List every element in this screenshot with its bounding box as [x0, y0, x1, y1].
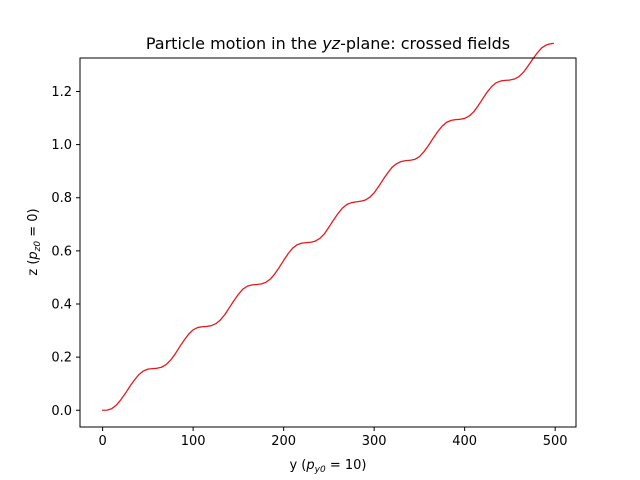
- chart-title-prefix: Particle motion in the: [146, 34, 322, 53]
- x-axis-label-suffix: = 10): [326, 458, 367, 473]
- y-tick-label: 0.4: [51, 298, 72, 313]
- x-axis-label: y (py0 = 10): [289, 458, 366, 475]
- y-axis-label-var: p: [26, 251, 41, 260]
- y-axis-label-suffix: = 0): [26, 208, 41, 241]
- x-axis-ticks: 0 100 200 300 400 500: [98, 427, 568, 449]
- y-tick-label: 0.8: [51, 191, 72, 206]
- x-axis-label-sub: y0: [314, 465, 326, 475]
- chart-title-suffix: -plane: crossed fields: [340, 34, 510, 53]
- y-tick-label: 0.6: [51, 244, 72, 259]
- y-axis-ticks: 0.0 0.2 0.4 0.6 0.8 1.0 1.2: [51, 85, 80, 419]
- x-tick-label: 200: [271, 434, 296, 449]
- x-axis-label-prefix: y (: [289, 458, 306, 473]
- y-tick-label: 1.0: [51, 138, 72, 153]
- chart-title: Particle motion in the yz-plane: crossed…: [146, 34, 510, 53]
- chart-title-italic: yz: [321, 34, 340, 53]
- x-tick-label: 400: [452, 434, 477, 449]
- plot-area-background: [80, 58, 576, 427]
- x-axis-label-var: p: [305, 458, 314, 473]
- y-axis-label-sub: z0: [33, 241, 43, 253]
- series-line: [101, 42, 555, 411]
- y-tick-label: 0.2: [51, 351, 72, 366]
- x-tick-label: 100: [181, 434, 206, 449]
- series-layer: [101, 42, 555, 411]
- plot-frame: [79, 57, 577, 428]
- y-axis-label-prefix: z (: [26, 260, 41, 276]
- y-tick-label: 0.0: [51, 404, 72, 419]
- y-tick-label: 1.2: [51, 85, 72, 100]
- x-tick-label: 300: [362, 434, 387, 449]
- x-tick-label: 500: [543, 434, 568, 449]
- y-axis-label: z (pz0 = 0): [26, 208, 43, 275]
- x-tick-label: 0: [98, 434, 106, 449]
